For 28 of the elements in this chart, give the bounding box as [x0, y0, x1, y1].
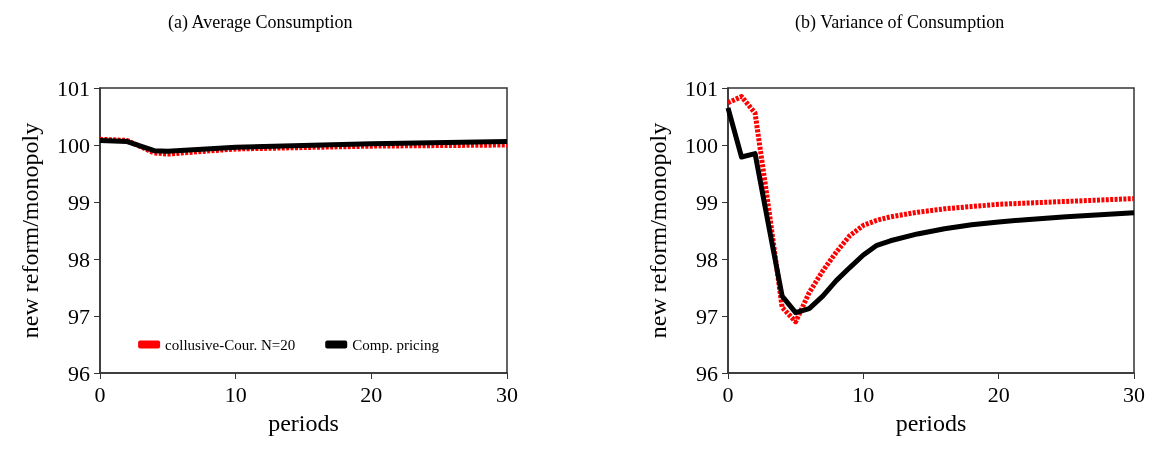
x-axis-title: periods	[895, 410, 967, 436]
y-tick-label: 96	[696, 360, 718, 386]
chart-title: (b) Variance of Consumption	[795, 12, 1005, 33]
y-tick-label: 101	[57, 75, 90, 101]
y-axis-title: new reform/monopoly	[645, 122, 671, 339]
y-tick-label: 99	[68, 189, 90, 215]
x-tick-label: 10	[224, 381, 247, 407]
x-tick-label: 30	[1123, 381, 1145, 407]
x-tick-label: 20	[360, 381, 383, 407]
y-tick-label: 101	[685, 75, 718, 101]
y-tick-label: 100	[57, 132, 90, 158]
x-tick-label: 0	[722, 381, 734, 407]
y-tick-label: 97	[68, 303, 90, 329]
x-tick-label: 0	[94, 381, 106, 407]
y-tick-label: 98	[68, 246, 90, 272]
y-tick-label: 98	[696, 246, 718, 272]
y-tick-label: 97	[696, 303, 718, 329]
x-axis-title: periods	[268, 410, 339, 436]
y-tick-label: 96	[68, 360, 90, 386]
y-tick-label: 100	[685, 132, 718, 158]
x-tick-label: 30	[496, 381, 518, 407]
x-tick-label: 10	[852, 381, 875, 407]
chart-title: (a) Average Consumption	[168, 12, 353, 33]
y-tick-label: 99	[696, 189, 718, 215]
x-tick-label: 20	[987, 381, 1010, 407]
legend-label: collusive-Cour. N=20	[165, 336, 296, 353]
legend-label: Comp. pricing	[352, 336, 440, 353]
y-axis-title: new reform/monopoly	[17, 122, 43, 339]
